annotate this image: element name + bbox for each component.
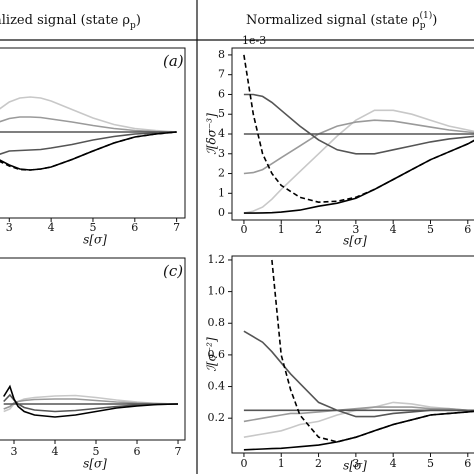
y-tick-label: 0 — [218, 206, 225, 219]
y-tick-label: 6 — [218, 87, 225, 100]
y-tick-label: 1.0 — [208, 285, 226, 298]
x-tick-label: 6 — [464, 457, 471, 470]
series-line — [0, 116, 177, 133]
panel-label: (a) — [163, 52, 184, 70]
y-tick-label: 1 — [218, 186, 225, 199]
series-line — [243, 401, 474, 438]
x-axis-label: s[σ] — [83, 457, 107, 471]
plot-frame — [231, 255, 474, 454]
x-tick-label: 5 — [427, 457, 434, 470]
x-tick-label: 6 — [464, 223, 471, 236]
x-tick-label: 7 — [175, 445, 182, 458]
series-line — [0, 131, 177, 171]
series-line — [0, 131, 177, 155]
series-line — [3, 384, 179, 418]
series-line — [0, 96, 177, 133]
x-tick-label: 5 — [427, 223, 434, 236]
y-tick-label: 0.6 — [208, 348, 226, 361]
series-line — [243, 93, 474, 155]
panel-label: (c) — [163, 262, 183, 280]
y-tick-label: 0.8 — [208, 316, 226, 329]
x-tick-label: 3 — [352, 223, 359, 236]
y-axis-label: ℐ[σ⁻²] — [205, 337, 219, 372]
plot-frame — [0, 257, 186, 441]
x-tick-label: 0 — [240, 223, 247, 236]
header-sub: p — [130, 21, 136, 31]
y-tick-label: 7 — [218, 68, 225, 81]
x-tick-label: 2 — [315, 223, 322, 236]
x-axis-label: s[σ] — [343, 459, 367, 473]
y-tick-label: 5 — [218, 107, 225, 120]
y-tick-label: 3 — [218, 147, 225, 160]
x-axis-label: s[σ] — [83, 233, 107, 247]
x-tick-label: 0 — [240, 457, 247, 470]
x-tick-label: 3 — [352, 457, 359, 470]
x-tick-label: 6 — [131, 221, 138, 234]
header-right: Normalized signal (state ρp(1)) — [246, 10, 437, 31]
series-line — [243, 330, 474, 418]
series-line — [3, 398, 179, 410]
series-line — [243, 139, 474, 214]
y-tick-label: 0.4 — [208, 380, 226, 393]
x-axis-label: s[σ] — [343, 234, 367, 248]
plot-area — [0, 96, 177, 171]
x-tick-label: 4 — [48, 221, 55, 234]
x-tick-label: 5 — [89, 221, 96, 234]
x-tick-label: 7 — [173, 221, 180, 234]
header-text: Normalized signal (state ρ — [246, 13, 420, 28]
series-line — [243, 109, 474, 214]
y-tick-label: 1.2 — [208, 253, 226, 266]
y-tick-label: 4 — [218, 127, 225, 140]
header-text: ) — [136, 13, 141, 28]
x-tick-label: 4 — [390, 457, 397, 470]
offset-text: 1e-3 — [242, 34, 266, 47]
x-tick-label: 4 — [390, 223, 397, 236]
plot-area — [243, 54, 474, 214]
x-tick-label: 3 — [6, 221, 13, 234]
x-tick-label: 3 — [10, 445, 17, 458]
y-tick-label: 0.2 — [208, 411, 226, 424]
x-tick-label: 2 — [315, 457, 322, 470]
header-sup: (1) — [420, 10, 433, 21]
x-tick-label: 1 — [278, 457, 285, 470]
series-line — [271, 259, 474, 443]
x-tick-label: 1 — [278, 223, 285, 236]
plot-area — [3, 384, 179, 418]
y-axis-label: ℐ[δσ⁻³] — [205, 113, 219, 155]
header-sub: p — [420, 21, 426, 31]
header-text: alized signal (state ρ — [0, 13, 130, 28]
y-tick-label: 2 — [218, 167, 225, 180]
header-left: alized signal (state ρp) — [0, 13, 141, 31]
y-tick-label: 8 — [218, 48, 225, 61]
header-text: ) — [432, 13, 437, 28]
x-tick-label: 4 — [52, 445, 59, 458]
x-tick-label: 5 — [93, 445, 100, 458]
series-line — [243, 119, 474, 175]
x-tick-label: 6 — [134, 445, 141, 458]
plot-frame — [0, 47, 186, 219]
series-line — [0, 131, 177, 171]
plot-area — [243, 259, 474, 451]
